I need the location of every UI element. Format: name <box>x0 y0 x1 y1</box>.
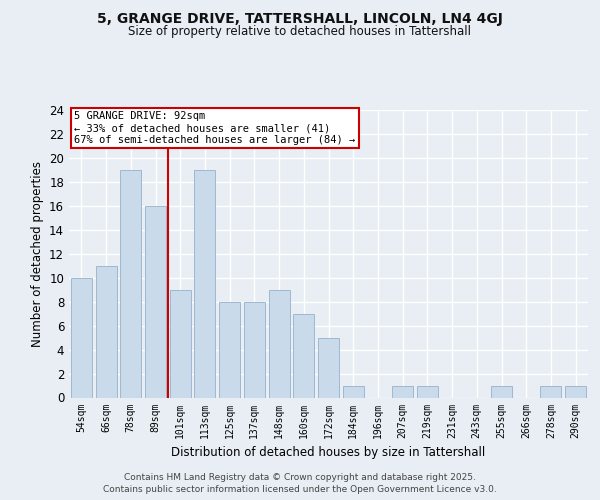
Bar <box>120 170 141 398</box>
Bar <box>491 386 512 398</box>
Bar <box>343 386 364 398</box>
Text: 5 GRANGE DRIVE: 92sqm
← 33% of detached houses are smaller (41)
67% of semi-deta: 5 GRANGE DRIVE: 92sqm ← 33% of detached … <box>74 112 355 144</box>
Bar <box>318 338 339 398</box>
Text: Size of property relative to detached houses in Tattershall: Size of property relative to detached ho… <box>128 25 472 38</box>
Bar <box>244 302 265 398</box>
Bar <box>541 386 562 398</box>
Y-axis label: Number of detached properties: Number of detached properties <box>31 161 44 347</box>
Bar <box>417 386 438 398</box>
Bar <box>71 278 92 398</box>
Bar <box>194 170 215 398</box>
Bar <box>269 290 290 398</box>
Bar <box>145 206 166 398</box>
X-axis label: Distribution of detached houses by size in Tattershall: Distribution of detached houses by size … <box>172 446 485 459</box>
Text: 5, GRANGE DRIVE, TATTERSHALL, LINCOLN, LN4 4GJ: 5, GRANGE DRIVE, TATTERSHALL, LINCOLN, L… <box>97 12 503 26</box>
Text: Contains public sector information licensed under the Open Government Licence v3: Contains public sector information licen… <box>103 485 497 494</box>
Text: Contains HM Land Registry data © Crown copyright and database right 2025.: Contains HM Land Registry data © Crown c… <box>124 472 476 482</box>
Bar <box>565 386 586 398</box>
Bar <box>170 290 191 398</box>
Bar <box>392 386 413 398</box>
Bar <box>219 302 240 398</box>
Bar <box>293 314 314 398</box>
Bar <box>95 266 116 398</box>
